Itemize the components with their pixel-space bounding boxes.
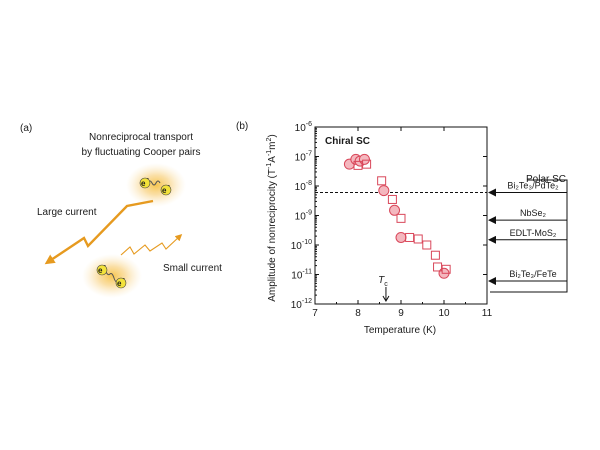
electron-charge: -: [104, 263, 106, 269]
y-tick-label: 10-9: [295, 210, 312, 223]
x-axis-label: Temperature (K): [364, 325, 436, 336]
data-point-square: [422, 240, 432, 250]
large-current-label: Large current: [37, 207, 97, 218]
data-point-square: [377, 176, 387, 186]
panel-a-label: (a): [20, 123, 32, 134]
polar-sc-bracket: [490, 179, 568, 293]
x-tick-label: 8: [355, 308, 361, 319]
panel-b: (b) T Amplitude of nonreciprocity (T-1A-…: [236, 121, 568, 336]
y-axis-label-part: Amplitude of nonreciprocity (: [267, 174, 278, 301]
data-point-square: [430, 250, 440, 260]
electron-charge: -: [123, 276, 125, 282]
data-point-square: [396, 213, 406, 223]
electron-icon: [96, 264, 108, 276]
large-current-arrow-icon: [44, 199, 154, 265]
y-axis-label-part: m: [267, 141, 278, 149]
x-tick-label: 11: [482, 308, 493, 319]
x-tick-label: 10: [438, 308, 450, 319]
data-point-square: [405, 232, 415, 242]
data-point-square: [413, 234, 423, 244]
polar-entry-label: Bi₂Te₃/PdTe₂: [507, 181, 559, 191]
panel-a-title-line2: by fluctuating Cooper pairs: [82, 147, 201, 158]
panel-a-title-line1: Nonreciprocal transport: [89, 132, 193, 143]
y-axis-label-part: A: [267, 156, 278, 163]
cooper-pair-top: e - e -: [126, 163, 186, 207]
electron-charge: -: [168, 183, 170, 189]
y-axis-label-part: ): [267, 134, 278, 137]
small-current-arrow-icon: [120, 233, 183, 256]
chiral-sc-annotation: Chiral SC: [325, 136, 370, 147]
electron-symbol: e: [117, 279, 122, 288]
y-axis-label-part: 2: [266, 137, 273, 141]
y-tick-label: 10-12: [291, 298, 312, 311]
tc-arrow-head-icon: [382, 295, 390, 302]
data-point-circle: [378, 185, 390, 197]
small-current-label: Small current: [163, 263, 222, 274]
y-tick-label: 10-10: [291, 239, 312, 252]
data-point-square: [362, 159, 372, 169]
data-point-circle: [358, 153, 370, 165]
data-point-circle: [395, 231, 407, 243]
tc-label: Tc: [378, 275, 388, 288]
cooper-pair-glow: [82, 254, 142, 298]
polar-sc-legend: Polar SC Bi₂Te₃/PdTe₂NbSe₂EDLT-MoS₂Bi₂Te…: [488, 174, 568, 293]
electron-icon: [160, 184, 172, 196]
cooper-pair-glow: [126, 163, 186, 207]
cooper-pair-bottom: e - e -: [82, 254, 142, 298]
electron-icon: [139, 177, 151, 189]
x-tick-label: 9: [398, 308, 404, 319]
y-axis-label-text: Amplitude of nonreciprocity (T-1A-1m2): [266, 134, 278, 302]
cooper-pair-bond: [147, 180, 161, 186]
plot-area: 7 8 9 10 11 10-12 10-11 10-10 10-9 10-8 10-7 10-6 Ch…: [291, 121, 493, 319]
electron-symbol: e: [141, 179, 146, 188]
data-point-square: [387, 194, 397, 204]
electron-symbol: e: [162, 186, 167, 195]
polar-entry-label: NbSe₂: [520, 208, 547, 218]
y-axis-label-part: -1: [266, 150, 273, 156]
panel-a: (a) Nonreciprocal transport by fluctuati…: [20, 123, 222, 298]
plot-frame: [314, 126, 488, 305]
electron-charge: -: [147, 176, 149, 182]
data-point-circle: [389, 204, 401, 216]
y-tick-label: 10-6: [295, 121, 312, 134]
data-point-square: [433, 262, 443, 272]
polar-sc-entries: Bi₂Te₃/PdTe₂ NbSe₂ EDLT-MoS₂ Bi₂Te₃/FeTe: [488, 179, 568, 293]
data-point-square: [353, 160, 363, 170]
y-axis-label-part: -1: [266, 163, 273, 169]
y-axis-label-part: T: [267, 169, 278, 175]
x-tick-label: 7: [312, 308, 318, 319]
polar-entry-label: EDLT-MoS₂: [510, 228, 557, 238]
panel-b-label: (b): [236, 121, 248, 132]
data-point-square: [441, 264, 451, 274]
electron-icon: [115, 277, 127, 289]
y-tick-label: 10-8: [295, 180, 312, 193]
polar-entry-label: Bi₂Te₃/FeTe: [509, 269, 556, 279]
y-tick-label: 10-11: [291, 269, 312, 282]
electron-symbol: e: [98, 266, 103, 275]
y-tick-label: 10-7: [295, 151, 312, 164]
